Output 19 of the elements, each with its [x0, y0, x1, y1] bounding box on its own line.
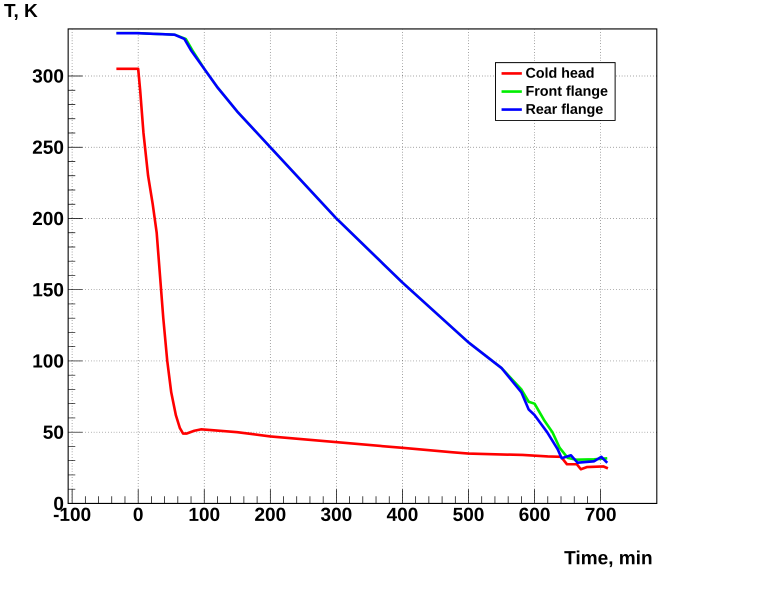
x-tick-label: 400 — [386, 508, 418, 522]
legend-label: Rear flange — [526, 104, 603, 118]
legend-label: Cold head — [526, 68, 594, 78]
y-tick-label: 100 — [33, 354, 64, 368]
y-tick-label: 50 — [43, 426, 64, 440]
x-tick-label: 600 — [519, 508, 550, 522]
y-tick-label: 250 — [32, 140, 64, 154]
legend-label: Front flange — [526, 86, 608, 100]
x-tick-label: 700 — [586, 508, 616, 522]
x-tick-label: 200 — [255, 508, 286, 522]
y-tick-label: 300 — [32, 69, 64, 83]
y-tick-label: 150 — [33, 283, 64, 297]
x-tick-label: 500 — [453, 508, 484, 522]
x-tick-label: 100 — [190, 508, 220, 522]
y-tick-label: 200 — [32, 212, 64, 226]
y-axis-title: T, K — [4, 4, 38, 20]
x-tick-label: 300 — [320, 508, 352, 522]
x-tick-label: 0 — [134, 508, 143, 522]
x-axis-title: Time, min — [564, 550, 652, 568]
